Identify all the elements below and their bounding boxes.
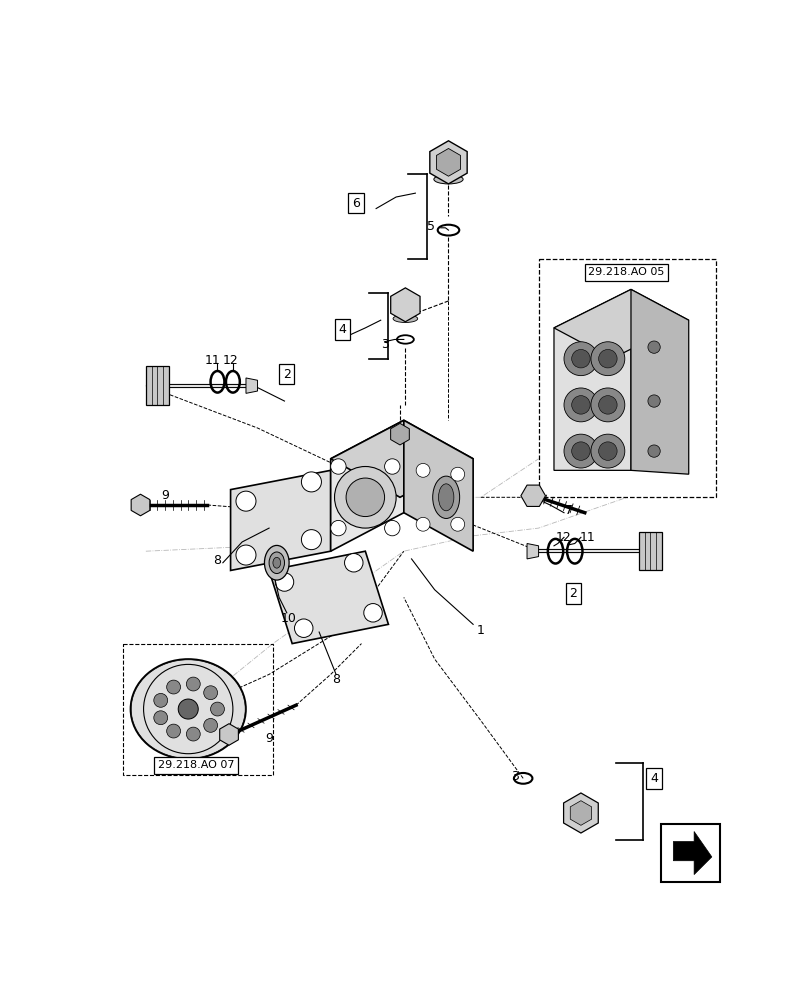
Text: 8: 8 (213, 554, 221, 567)
Circle shape (590, 388, 624, 422)
Circle shape (153, 711, 167, 725)
Text: 5: 5 (427, 220, 434, 233)
Circle shape (598, 442, 616, 460)
Circle shape (294, 619, 312, 637)
Circle shape (647, 395, 659, 407)
Circle shape (363, 604, 382, 622)
Circle shape (450, 517, 464, 531)
Circle shape (415, 517, 430, 531)
Ellipse shape (268, 552, 284, 574)
Ellipse shape (131, 659, 246, 759)
Circle shape (564, 388, 597, 422)
Text: 12: 12 (222, 354, 238, 367)
Polygon shape (330, 420, 473, 497)
Text: 6: 6 (352, 197, 359, 210)
Circle shape (166, 724, 180, 738)
Circle shape (571, 396, 590, 414)
Text: 11: 11 (204, 354, 221, 367)
Circle shape (178, 699, 198, 719)
Polygon shape (429, 141, 466, 184)
Text: 29.218.AO 05: 29.218.AO 05 (587, 267, 663, 277)
Circle shape (564, 342, 597, 376)
Polygon shape (230, 470, 330, 570)
Polygon shape (390, 288, 419, 322)
Text: 4: 4 (650, 772, 657, 785)
Polygon shape (246, 378, 257, 393)
Polygon shape (660, 824, 719, 882)
Text: 4: 4 (338, 323, 345, 336)
Circle shape (384, 520, 400, 536)
Text: 9: 9 (265, 732, 272, 745)
Circle shape (301, 530, 321, 550)
Circle shape (598, 349, 616, 368)
Circle shape (236, 491, 255, 511)
Text: 10: 10 (280, 612, 296, 625)
Text: 12: 12 (556, 531, 571, 544)
Circle shape (590, 434, 624, 468)
Text: 7: 7 (564, 504, 573, 517)
Text: 9: 9 (161, 489, 169, 502)
Circle shape (647, 445, 659, 457)
Circle shape (334, 466, 396, 528)
Circle shape (236, 545, 255, 565)
Circle shape (598, 396, 616, 414)
Text: 2: 2 (282, 368, 290, 381)
Text: 1: 1 (476, 624, 484, 637)
Circle shape (571, 442, 590, 460)
Circle shape (187, 677, 200, 691)
Ellipse shape (272, 557, 281, 568)
Text: 3: 3 (511, 770, 519, 783)
Text: 2: 2 (569, 587, 577, 600)
Circle shape (415, 463, 430, 477)
Ellipse shape (433, 175, 462, 184)
Polygon shape (403, 420, 473, 551)
Polygon shape (672, 831, 711, 875)
Ellipse shape (264, 545, 289, 580)
Text: 29.218.AO 07: 29.218.AO 07 (157, 760, 234, 770)
Polygon shape (520, 485, 545, 506)
Circle shape (275, 573, 294, 591)
Polygon shape (390, 423, 409, 445)
Polygon shape (569, 801, 591, 825)
Circle shape (204, 718, 217, 732)
Circle shape (590, 342, 624, 376)
Circle shape (450, 467, 464, 481)
Polygon shape (630, 289, 688, 474)
Ellipse shape (432, 476, 459, 518)
Circle shape (210, 702, 224, 716)
Polygon shape (220, 724, 238, 745)
Polygon shape (268, 551, 388, 644)
Polygon shape (553, 289, 630, 470)
Ellipse shape (438, 484, 453, 511)
Polygon shape (131, 494, 150, 516)
Polygon shape (563, 793, 598, 833)
Polygon shape (526, 544, 538, 559)
Text: 8: 8 (332, 673, 340, 686)
Polygon shape (146, 366, 169, 405)
Text: 11: 11 (578, 531, 594, 544)
Circle shape (187, 727, 200, 741)
Polygon shape (553, 289, 688, 359)
Circle shape (330, 520, 345, 536)
Circle shape (344, 554, 363, 572)
Polygon shape (330, 420, 403, 551)
Circle shape (153, 693, 167, 707)
Circle shape (166, 680, 180, 694)
Circle shape (301, 472, 321, 492)
Circle shape (345, 478, 384, 517)
Ellipse shape (393, 315, 417, 323)
Circle shape (330, 459, 345, 474)
Circle shape (647, 341, 659, 353)
Polygon shape (436, 148, 460, 176)
Circle shape (571, 349, 590, 368)
Polygon shape (638, 532, 661, 570)
Circle shape (204, 686, 217, 700)
Text: 3: 3 (380, 338, 388, 351)
Circle shape (384, 459, 400, 474)
Circle shape (564, 434, 597, 468)
